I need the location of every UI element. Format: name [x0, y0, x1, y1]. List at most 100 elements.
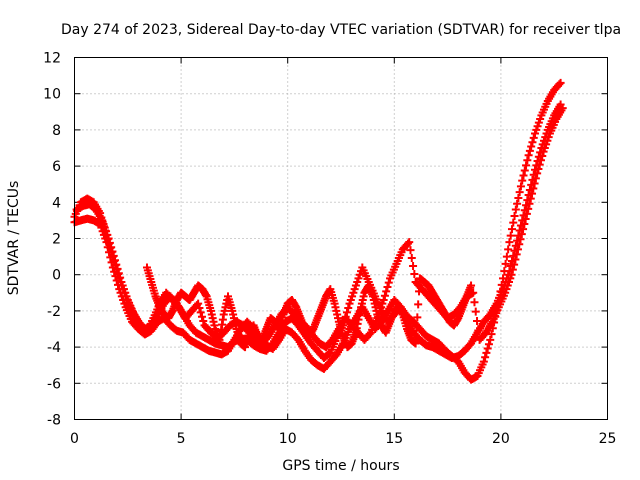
data-point: [167, 322, 176, 331]
data-point: [455, 351, 464, 360]
data-point: [135, 326, 144, 335]
data-point: [328, 342, 337, 351]
data-point: [116, 288, 125, 297]
data-point: [148, 317, 157, 326]
data-point: [504, 245, 513, 254]
data-point: [473, 372, 482, 381]
data-point: [93, 207, 102, 216]
data-point: [373, 298, 382, 307]
data-point: [367, 318, 376, 327]
data-point: [290, 317, 299, 326]
data-point: [524, 204, 533, 213]
data-point: [436, 340, 445, 349]
data-point: [412, 320, 421, 329]
data-point: [126, 301, 135, 310]
data-points: [70, 78, 567, 384]
data-point: [409, 262, 418, 271]
data-point: [465, 340, 474, 349]
data-point: [530, 179, 539, 188]
data-point: [299, 344, 308, 353]
data-point: [190, 327, 199, 336]
data-point: [478, 332, 487, 341]
data-point: [554, 110, 563, 119]
data-point: [510, 260, 519, 269]
data-point: [362, 272, 371, 281]
data-point: [218, 320, 227, 329]
data-point: [116, 273, 125, 282]
grid: [74, 57, 608, 420]
data-point: [402, 241, 411, 250]
data-point: [393, 256, 402, 265]
data-point: [421, 340, 430, 349]
data-point: [310, 333, 319, 342]
data-point: [511, 205, 520, 214]
data-point: [287, 314, 296, 323]
data-point: [478, 319, 487, 328]
data-point: [184, 334, 193, 343]
data-point: [363, 311, 372, 320]
data-point: [310, 359, 319, 368]
x-tick-label: 10: [279, 431, 297, 447]
data-point: [243, 317, 252, 326]
data-point: [133, 323, 142, 332]
data-point: [329, 333, 338, 342]
data-point: [383, 283, 392, 292]
data-point: [273, 337, 282, 346]
data-point: [353, 277, 362, 286]
data-point: [505, 238, 514, 247]
y-tick-label: -4: [47, 340, 61, 356]
data-point: [520, 206, 529, 215]
data-point: [467, 281, 476, 290]
data-point: [359, 305, 368, 314]
data-point: [94, 209, 103, 218]
data-point: [357, 332, 366, 341]
data-point: [552, 115, 561, 124]
data-point: [410, 330, 419, 339]
data-point: [121, 288, 130, 297]
data-point: [403, 239, 412, 248]
data-point: [474, 326, 483, 335]
data-point: [182, 312, 191, 321]
data-point: [391, 297, 400, 306]
data-point: [267, 327, 276, 336]
data-point: [526, 194, 535, 203]
data-point: [118, 281, 127, 290]
data-point: [183, 311, 192, 320]
data-point: [126, 314, 135, 323]
data-point: [163, 318, 172, 327]
data-point: [125, 298, 134, 307]
data-point: [119, 296, 128, 305]
data-point: [102, 227, 111, 236]
data-point: [302, 348, 311, 357]
data-point: [435, 339, 444, 348]
data-point: [242, 325, 251, 334]
data-point: [100, 223, 109, 232]
data-point: [539, 105, 548, 114]
y-tick-labels: -8 -6 -4 -2 0 2 4 6 8 10 12: [43, 51, 61, 429]
data-point: [400, 243, 409, 252]
data-point: [311, 335, 320, 344]
data-point: [536, 156, 545, 165]
data-point: [469, 288, 478, 297]
data-point: [550, 86, 559, 95]
data-point: [412, 279, 421, 288]
data-point: [89, 203, 98, 212]
data-point: [259, 338, 268, 347]
data-point: [538, 108, 547, 117]
data-point: [316, 349, 325, 358]
data-point: [142, 328, 151, 337]
data-point: [117, 277, 126, 286]
data-point: [523, 196, 532, 205]
data-point: [480, 330, 489, 339]
data-point: [527, 180, 536, 189]
data-point: [477, 363, 486, 372]
data-point: [419, 339, 428, 348]
data-point: [529, 170, 538, 179]
data-point: [514, 193, 523, 202]
data-point: [162, 288, 171, 297]
data-point: [289, 330, 298, 339]
data-point: [522, 209, 531, 218]
data-point: [96, 214, 105, 223]
data-point: [359, 266, 368, 275]
data-point: [502, 252, 511, 261]
